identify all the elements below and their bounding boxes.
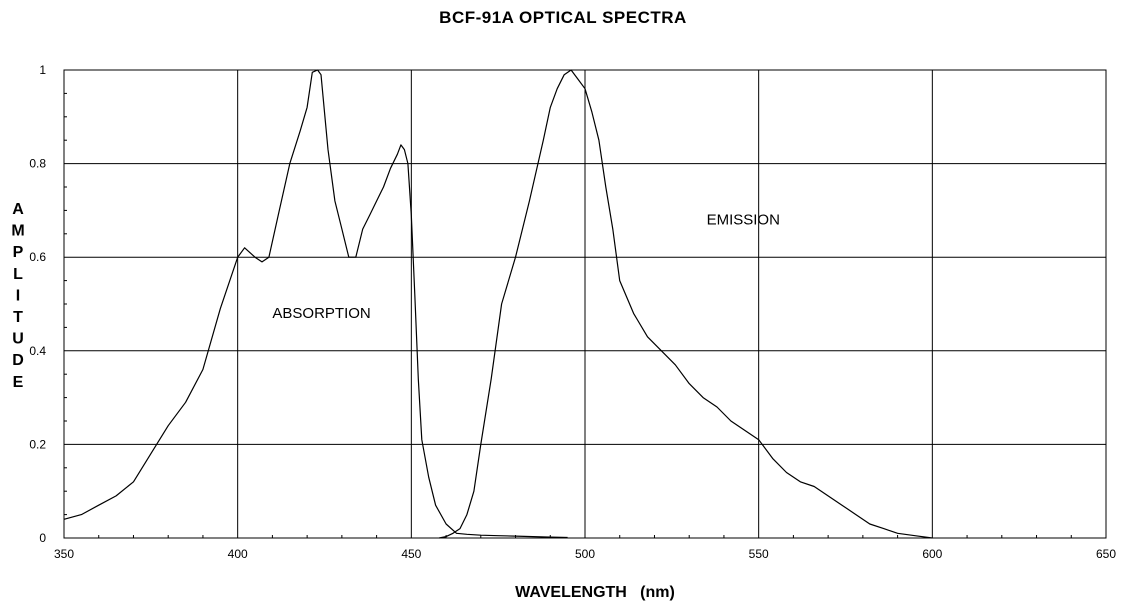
y-tick-label: 0 [39, 531, 46, 545]
annotations: ABSORPTION EMISSION [272, 211, 780, 322]
annotation-label: EMISSION [707, 211, 780, 228]
x-tick-label: 500 [575, 547, 595, 561]
series-layer [63, 69, 933, 539]
y-tick-label: 0.8 [29, 157, 46, 171]
x-axis-label: WAVELENGTH (nm) [515, 584, 675, 601]
series-line-2 [438, 69, 933, 539]
x-tick-label: 350 [54, 547, 74, 561]
chart-title: BCF-91A OPTICAL SPECTRA [439, 8, 687, 27]
y-tick-label: 0.6 [29, 250, 46, 264]
annotation-label: ABSORPTION [272, 305, 370, 322]
series-line-1 [63, 69, 568, 539]
x-tick-label: 450 [401, 547, 421, 561]
y-tick-label: 0.2 [29, 437, 46, 451]
grid [63, 69, 1107, 539]
x-tick-label: 400 [228, 547, 248, 561]
axis-labels: WAVELENGTH (nm) A M P L I T U D E [11, 201, 675, 601]
x-tick-label: 650 [1096, 547, 1116, 561]
y-tick-label: 0.4 [29, 344, 46, 358]
x-tick-label: 550 [749, 547, 769, 561]
y-tick-label: 1 [39, 63, 46, 77]
tick-labels: 350 400 450 500 550 600 650 0 0.2 0.4 0.6 0.8 1 [29, 63, 1116, 561]
x-tick-label: 600 [922, 547, 942, 561]
